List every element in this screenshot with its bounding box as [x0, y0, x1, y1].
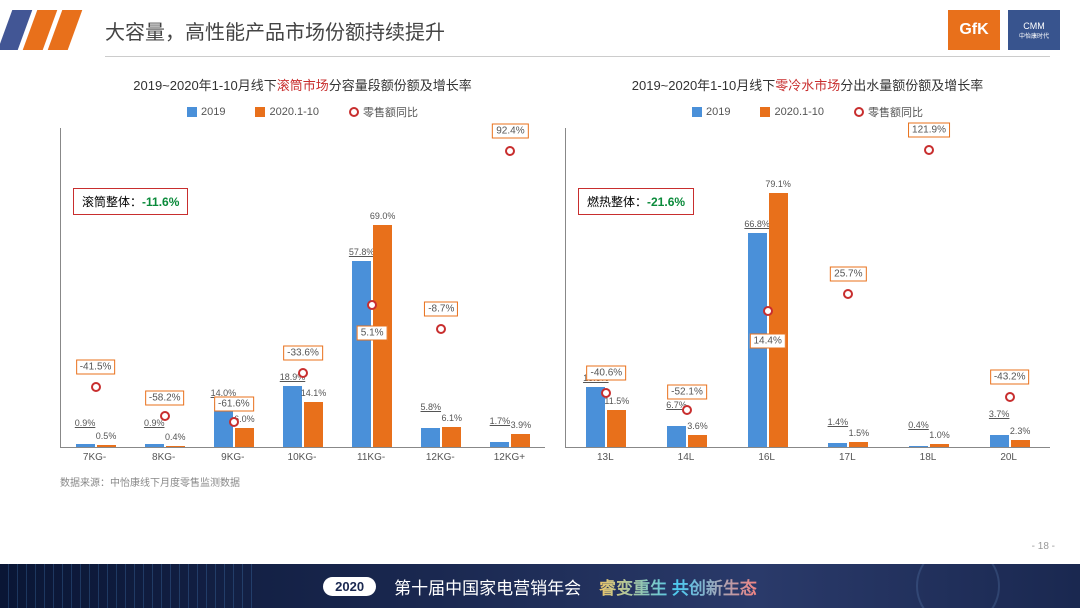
- gfk-logo: GfK: [948, 10, 1000, 50]
- yoy-point: [1005, 392, 1015, 402]
- yoy-point: [367, 300, 377, 310]
- left-chart-title: 2019~2020年1-10月线下滚筒市场分容量段额份额及增长率: [60, 75, 545, 94]
- bar-group: 66.8%79.1%: [748, 193, 788, 447]
- bar-group: 1.4%1.5%: [828, 442, 868, 447]
- yoy-label: 14.4%: [749, 333, 785, 348]
- yoy-point: [924, 145, 934, 155]
- yoy-point: [229, 417, 239, 427]
- category-label: 13L: [597, 452, 614, 463]
- yoy-label: 121.9%: [908, 123, 950, 138]
- header: 大容量，高性能产品市场份额持续提升 GfK CMM 中怡康时代: [0, 0, 1080, 50]
- left-categories: 7KG- 8KG- 9KG- 10KG- 11KG- 12KG- 12KG+: [60, 448, 545, 466]
- yoy-label: -43.2%: [990, 369, 1030, 384]
- yoy-label: 92.4%: [492, 124, 528, 139]
- page-title: 大容量，高性能产品市场份额持续提升: [105, 16, 948, 45]
- category-label: 11KG-: [357, 452, 385, 463]
- yoy-point: [763, 306, 773, 316]
- yoy-label: -41.5%: [76, 359, 116, 374]
- bar-group: 3.7%2.3%: [990, 435, 1030, 447]
- legend-2020-icon: [255, 107, 265, 117]
- category-label: 9KG-: [221, 452, 244, 463]
- yoy-point: [601, 388, 611, 398]
- category-label: 12KG-: [426, 452, 455, 463]
- category-label: 18L: [920, 452, 937, 463]
- category-label: 17L: [839, 452, 856, 463]
- yoy-point: [160, 411, 170, 421]
- right-chart-area: 燃热整体：-21.6% 18.6%11.5%-40.6%6.7%3.6%-52.…: [565, 128, 1050, 448]
- cmm-logo: CMM 中怡康时代: [1008, 10, 1060, 50]
- footer-year-badge: 2020: [323, 577, 376, 596]
- bar-group: 0.4%1.0%: [909, 444, 949, 447]
- legend-yoy-icon: [854, 107, 864, 117]
- bar-group: 1.7%3.9%: [490, 434, 530, 447]
- left-legend: 2019 2020.1-10 零售额同比: [60, 104, 545, 120]
- left-chart: 2019~2020年1-10月线下滚筒市场分容量段额份额及增长率 2019 20…: [60, 75, 545, 466]
- cmm-logo-text: CMM: [1023, 21, 1045, 31]
- bar-group: 0.9%0.5%: [76, 444, 116, 447]
- right-categories: 13L 14L 16L 17L 18L 20L: [565, 448, 1050, 466]
- category-label: 8KG-: [152, 452, 175, 463]
- logos: GfK CMM 中怡康时代: [948, 10, 1060, 50]
- footer-title: 第十届中国家电营销年会: [394, 574, 581, 599]
- bar-group: 6.7%3.6%: [667, 426, 707, 448]
- right-chart: 2019~2020年1-10月线下零冷水市场分出水量额份额及增长率 2019 2…: [565, 75, 1050, 466]
- left-chart-area: 滚筒整体：-11.6% 0.9%0.5% -41.5% 0.9%0.4% -58.2%…: [60, 128, 545, 448]
- legend-2020-icon: [760, 107, 770, 117]
- right-callout: 燃热整体：-21.6%: [578, 188, 694, 215]
- yoy-label: -40.6%: [586, 366, 626, 381]
- right-chart-title: 2019~2020年1-10月线下零冷水市场分出水量额份额及增长率: [565, 75, 1050, 94]
- category-label: 7KG-: [83, 452, 106, 463]
- yoy-label: 25.7%: [830, 266, 866, 281]
- yoy-point: [436, 324, 446, 334]
- right-legend: 2019 2020.1-10 零售额同比: [565, 104, 1050, 120]
- yoy-label: 5.1%: [357, 325, 388, 340]
- footer-slogan: 睿变重生 共创新生态: [599, 574, 757, 599]
- bar-group: 5.8%6.1%: [421, 427, 461, 447]
- legend-2019-icon: [187, 107, 197, 117]
- yoy-point: [91, 382, 101, 392]
- page-number: - 18 -: [1032, 541, 1055, 552]
- source-note: 数据来源：中怡康线下月度零售监测数据: [0, 466, 1080, 489]
- charts-row: 2019~2020年1-10月线下滚筒市场分容量段额份额及增长率 2019 20…: [0, 57, 1080, 466]
- header-stripes-icon: [0, 10, 90, 50]
- footer: 2020 第十届中国家电营销年会 睿变重生 共创新生态: [0, 564, 1080, 608]
- yoy-point: [843, 289, 853, 299]
- cmm-logo-subtext: 中怡康时代: [1019, 31, 1049, 40]
- legend-2019-icon: [692, 107, 702, 117]
- bar-group: 18.9%14.1%: [283, 386, 323, 447]
- yoy-label: -33.6%: [283, 345, 323, 360]
- category-label: 20L: [1000, 452, 1017, 463]
- left-callout: 滚筒整体：-11.6%: [73, 188, 188, 215]
- yoy-label: -8.7%: [424, 302, 458, 317]
- bar-group: 0.9%0.4%: [145, 444, 185, 447]
- yoy-point: [682, 405, 692, 415]
- category-label: 12KG+: [494, 452, 525, 463]
- yoy-point: [505, 146, 515, 156]
- yoy-label: -61.6%: [214, 397, 254, 412]
- category-label: 10KG-: [288, 452, 317, 463]
- yoy-point: [298, 368, 308, 378]
- category-label: 14L: [678, 452, 695, 463]
- yoy-label: -58.2%: [145, 391, 185, 406]
- category-label: 16L: [758, 452, 775, 463]
- yoy-label: -52.1%: [667, 385, 707, 400]
- legend-yoy-icon: [349, 107, 359, 117]
